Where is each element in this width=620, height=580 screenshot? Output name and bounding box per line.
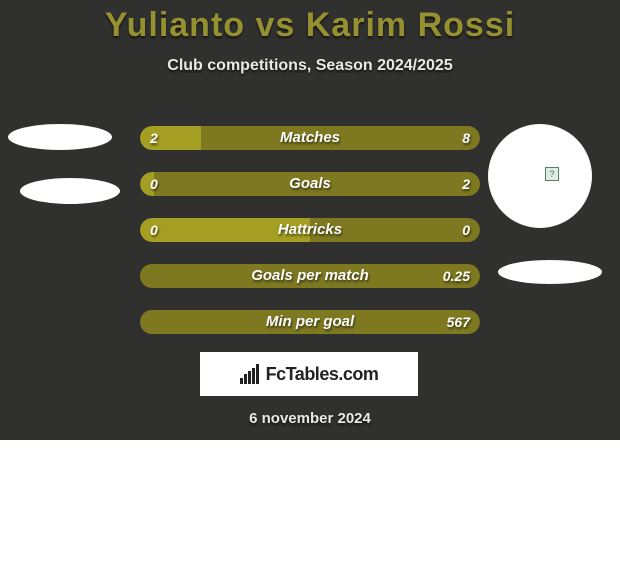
stat-value-right: 2 [462,172,470,196]
stat-bars: Matches28Goals02Hattricks00Goals per mat… [140,126,480,356]
subtitle: Club competitions, Season 2024/2025 [0,57,620,75]
logo-text: FcTables.com [266,364,379,385]
stat-row-goals-per-match: Goals per match0.25 [140,264,480,288]
stat-label: Goals per match [140,264,480,288]
stat-value-left: 0 [150,172,158,196]
stat-row-matches: Matches2 8 [140,126,480,150]
comparison-card: Yulianto vs Karim Rossi Club competition… [0,0,620,440]
footer-date: 6 november 2024 [0,410,620,427]
stat-label: Matches [140,126,480,150]
page-title: Yulianto vs Karim Rossi [0,0,620,45]
stat-row-min-per-goal: Min per goal567 [140,310,480,334]
stat-value-right: 567 [447,310,470,334]
left-avatar-ellipse-2 [20,178,120,204]
left-avatar-ellipse-1 [8,124,112,150]
stat-value-right: 8 [462,126,470,150]
stat-row-goals: Goals0 2 [140,172,480,196]
stat-label: Min per goal [140,310,480,334]
stat-value-left: 2 [150,126,158,150]
right-player-avatar: ? [488,124,592,228]
fctables-logo[interactable]: FcTables.com [200,352,418,396]
stat-value-left: 0 [150,218,158,242]
right-avatar-ellipse [498,260,602,284]
stat-label: Hattricks [140,218,480,242]
stat-row-hattricks: Hattricks0 0 [140,218,480,242]
stat-value-right: 0.25 [443,264,470,288]
stat-value-right: 0 [462,218,470,242]
stat-label: Goals [140,172,480,196]
avatar-placeholder-icon: ? [545,167,559,181]
bar-chart-icon [240,364,262,384]
